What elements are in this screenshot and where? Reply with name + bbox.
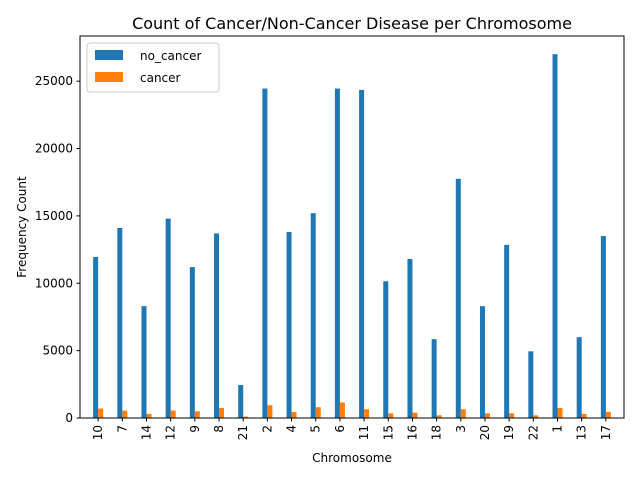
bar-cancer-7: [122, 410, 128, 418]
bar-cancer-4: [291, 411, 297, 418]
bar-cancer-8: [219, 407, 225, 418]
bar-no-cancer-5: [310, 213, 316, 418]
bar-cancer-13: [581, 413, 587, 418]
x-axis: 10 7 14 12 9 8 21 2 4 5 6 11 15 16 18 3 20 19 22 1 13 17: [91, 418, 613, 440]
x-axis-label: Chromosome: [312, 451, 392, 465]
x-tick-label: 15: [381, 425, 395, 440]
y-axis: 0 5000 10000 15000 20000 25000: [35, 74, 80, 425]
x-tick-label: 12: [164, 425, 178, 440]
bar-no-cancer-8: [214, 233, 220, 418]
x-tick-label: 21: [236, 425, 250, 440]
bar-no-cancer-2: [262, 88, 268, 418]
bar-cancer-14: [146, 413, 152, 418]
bar-no-cancer-18: [431, 339, 437, 418]
x-tick-label: 8: [212, 425, 226, 433]
x-tick-label: 20: [478, 425, 492, 440]
bar-cancer-11: [364, 409, 370, 418]
y-axis-label: Frequency Count: [15, 176, 29, 278]
y-tick-label: 0: [65, 411, 73, 425]
y-tick-label: 10000: [35, 276, 73, 290]
bar-cancer-18: [436, 415, 442, 418]
x-tick-label: 18: [430, 425, 444, 440]
bar-cancer-21: [243, 416, 249, 418]
bar-no-cancer-10: [93, 256, 99, 418]
bar-cancer-17: [605, 411, 611, 418]
bar-cancer-10: [98, 408, 104, 418]
x-tick-label: 4: [285, 425, 299, 433]
x-tick-label: 6: [333, 425, 347, 433]
bar-cancer-5: [315, 407, 321, 418]
bar-no-cancer-21: [238, 384, 244, 418]
bar-cancer-19: [509, 413, 515, 418]
bar-cancer-2: [267, 405, 273, 418]
plot-frame: [79, 35, 625, 419]
legend-swatch-no-cancer: [95, 50, 123, 60]
x-tick-label: 11: [357, 425, 371, 440]
bar-no-cancer-1: [552, 54, 558, 418]
y-tick-label: 5000: [42, 344, 73, 358]
y-tick-label: 15000: [35, 209, 73, 223]
legend-label-cancer: cancer: [140, 71, 181, 85]
x-tick-label: 2: [260, 425, 274, 433]
bar-no-cancer-15: [383, 281, 389, 418]
x-tick-label: 3: [454, 425, 468, 433]
bar-cancer-15: [388, 413, 394, 418]
x-tick-label: 14: [139, 425, 153, 440]
bar-no-cancer-9: [189, 267, 195, 418]
chart-title: Count of Cancer/Non-Cancer Disease per C…: [132, 14, 572, 33]
y-tick-label: 20000: [35, 142, 73, 156]
x-tick-label: 19: [502, 425, 516, 440]
y-tick-label: 25000: [35, 74, 73, 88]
x-tick-label: 1: [551, 425, 565, 433]
legend-label-no-cancer: no_cancer: [140, 49, 201, 63]
bar-no-cancer-7: [117, 228, 123, 418]
x-tick-label: 16: [405, 425, 419, 440]
x-tick-label: 17: [599, 425, 613, 440]
bar-no-cancer-14: [141, 306, 147, 418]
bar-no-cancer-13: [576, 337, 582, 418]
x-tick-label: 7: [115, 425, 129, 433]
legend-swatch-cancer: [95, 72, 123, 82]
bar-no-cancer-12: [165, 218, 171, 418]
x-tick-label: 22: [526, 425, 540, 440]
bar-cancer-6: [339, 402, 345, 418]
bar-cancer-12: [170, 410, 176, 418]
x-tick-label: 5: [309, 425, 323, 433]
bar-cancer-1: [557, 407, 563, 418]
x-tick-label: 9: [188, 425, 202, 433]
bar-no-cancer-17: [600, 236, 606, 418]
bar-no-cancer-22: [528, 351, 534, 418]
bar-no-cancer-19: [504, 244, 510, 418]
x-tick-label: 13: [575, 425, 589, 440]
bar-cancer-20: [484, 413, 490, 418]
plot-area: [79, 35, 625, 419]
bar-no-cancer-16: [407, 259, 413, 418]
bar-no-cancer-4: [286, 232, 292, 418]
bar-no-cancer-11: [359, 89, 365, 418]
bar-cancer-22: [533, 415, 539, 418]
bar-no-cancer-20: [479, 306, 485, 418]
bar-cancer-3: [460, 409, 466, 418]
bar-no-cancer-3: [455, 178, 461, 418]
bar-no-cancer-6: [334, 88, 340, 418]
x-tick-label: 10: [91, 425, 105, 440]
bar-cancer-9: [194, 411, 200, 418]
bar-cancer-16: [412, 412, 418, 418]
